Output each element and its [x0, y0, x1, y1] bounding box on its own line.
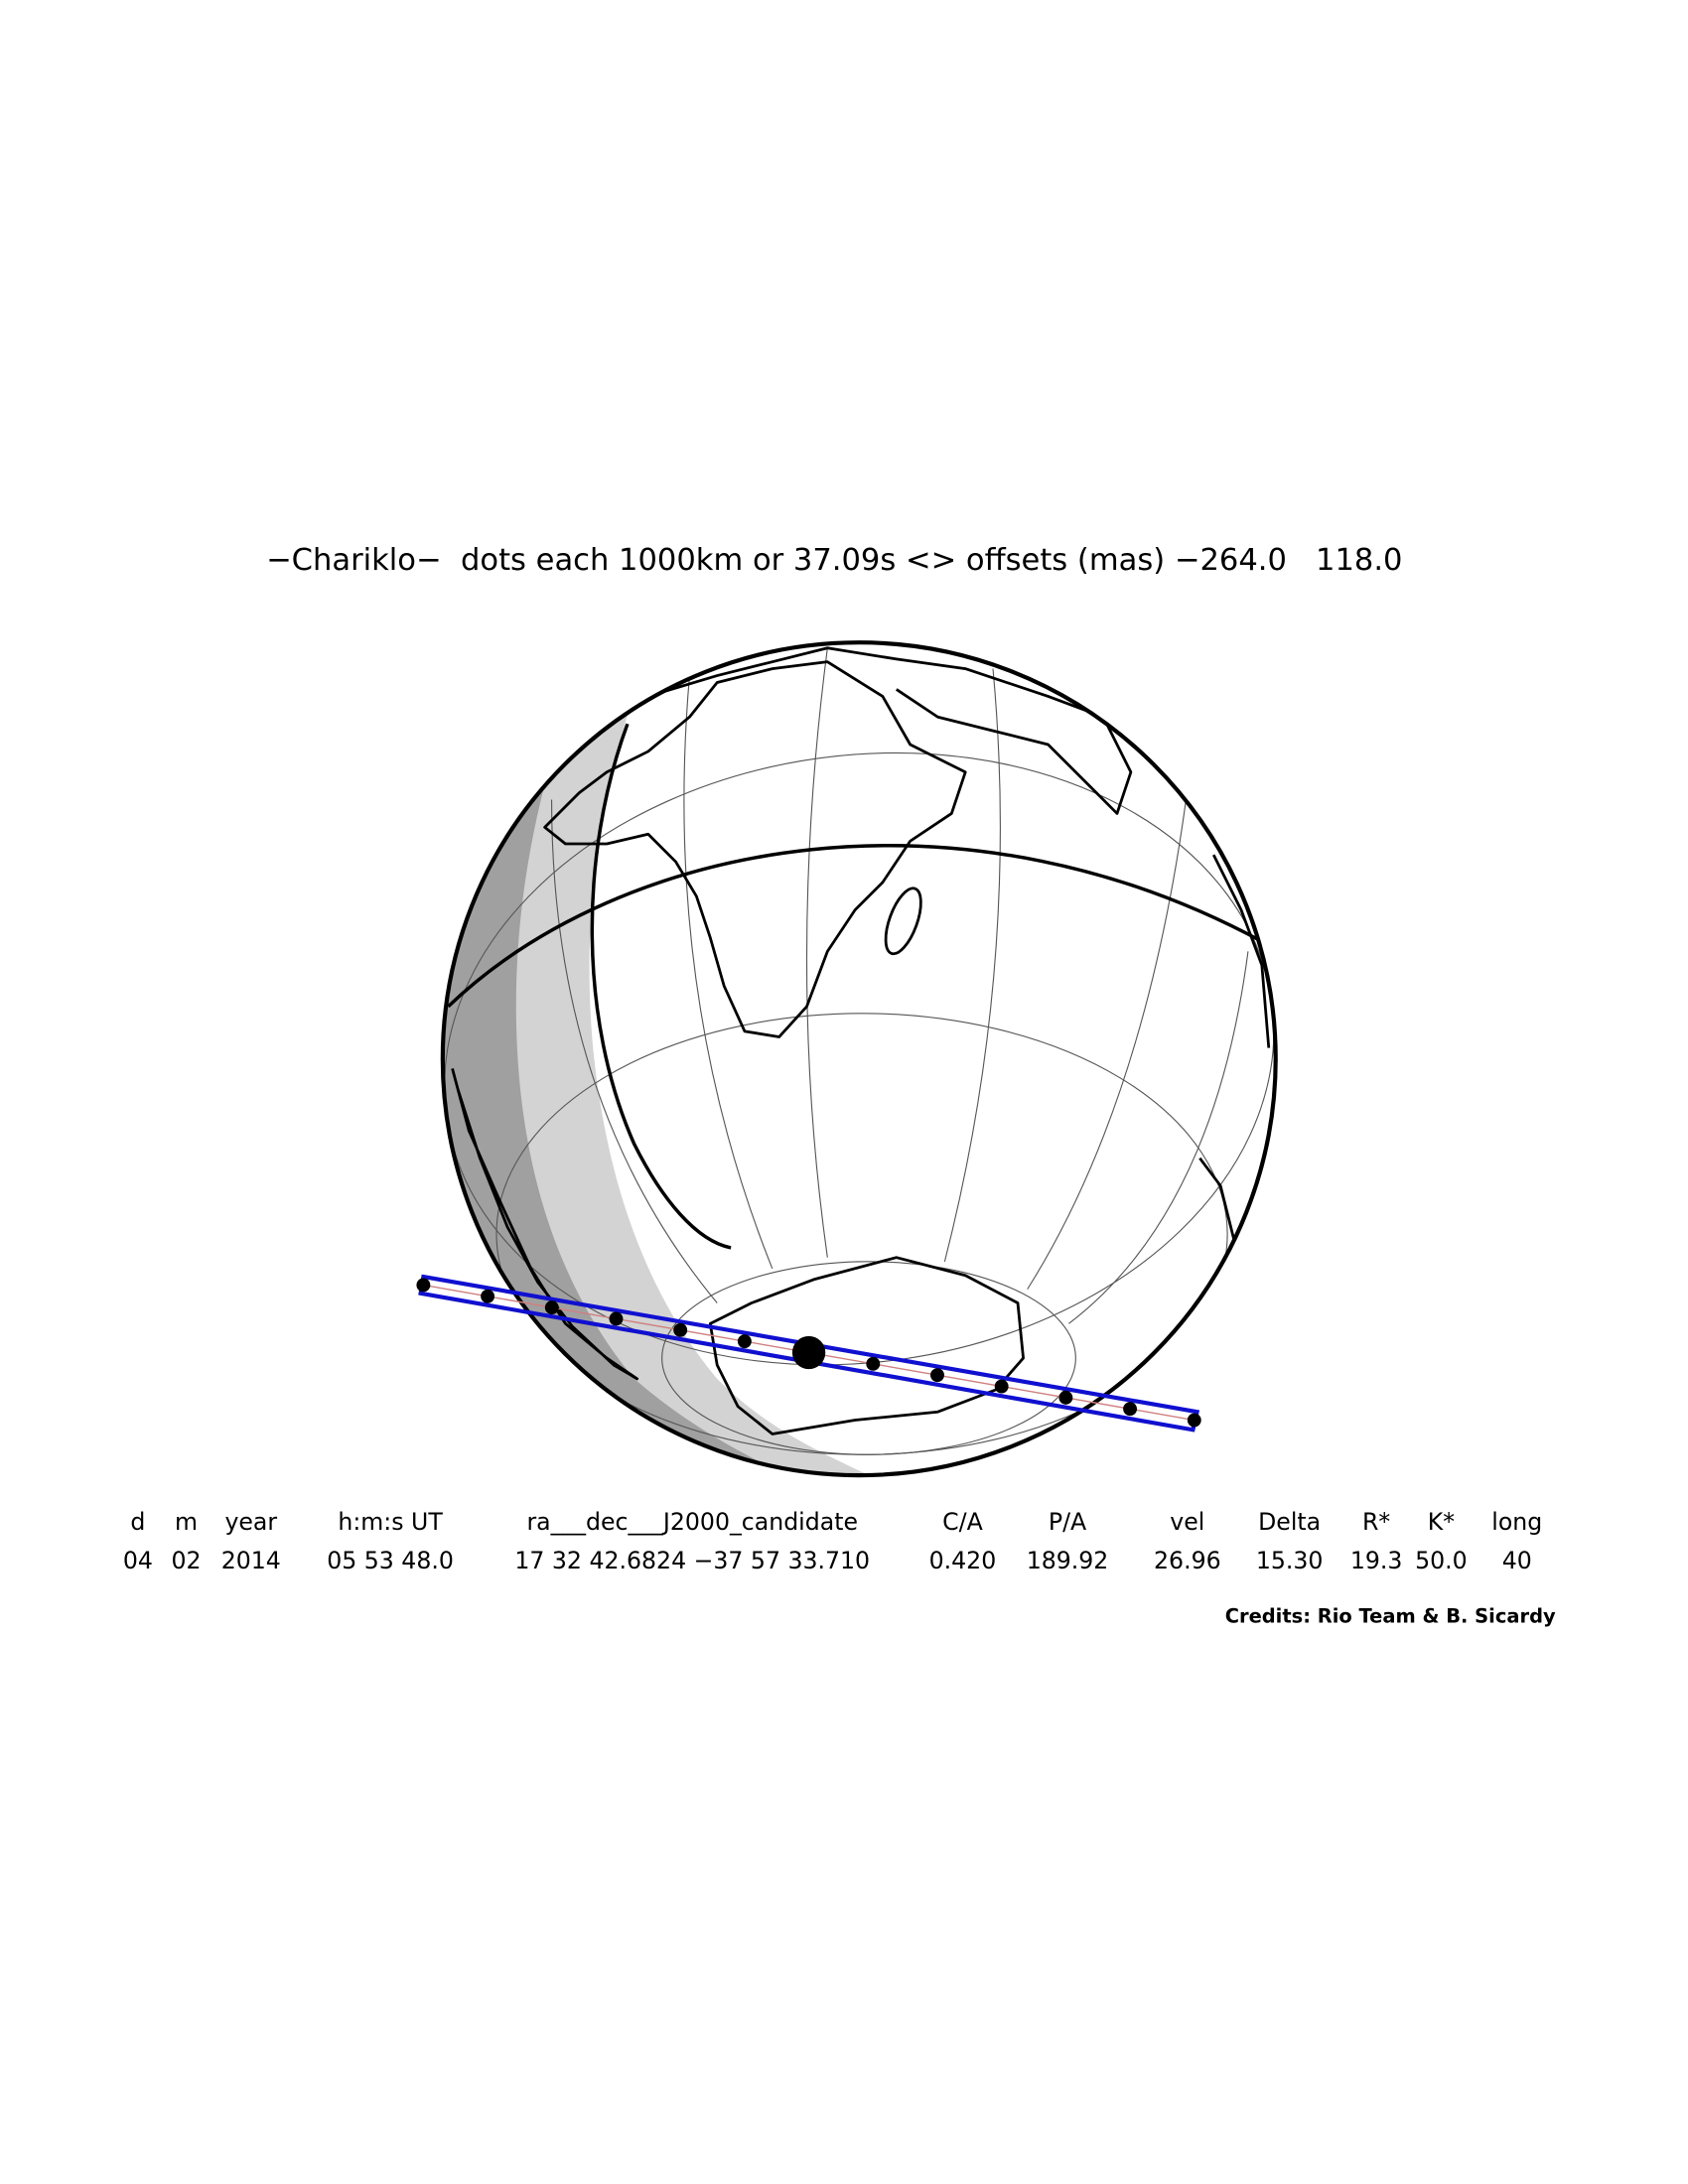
track-dot	[544, 1300, 559, 1315]
table-cell: 50.0	[1415, 1547, 1468, 1574]
column-header: P/A	[1049, 1508, 1086, 1536]
closest-approach-dot	[791, 1335, 826, 1370]
track-dot	[866, 1356, 881, 1371]
night-zone	[442, 642, 800, 1476]
table-cell: 40	[1502, 1547, 1532, 1574]
column-header: year	[224, 1508, 277, 1536]
column-header: m	[175, 1508, 198, 1536]
table-cell: 2014	[221, 1547, 281, 1574]
table-cell: 19.3	[1350, 1547, 1403, 1574]
table-cell: 04	[123, 1547, 153, 1574]
column-header: R*	[1362, 1508, 1390, 1536]
table-cell: 02	[171, 1547, 201, 1574]
column-header: long	[1491, 1508, 1542, 1536]
table-cell: 05 53 48.0	[327, 1547, 454, 1574]
track-dot	[1123, 1402, 1138, 1417]
column-header: d	[130, 1508, 145, 1536]
table-cell: 17 32 42.6824 −37 57 33.710	[514, 1547, 870, 1574]
event-table: d m year h:m:s UT ra___dec___J2000_candidate…	[123, 1508, 1542, 1574]
track-dot	[737, 1334, 752, 1349]
credits: Credits: Rio Team & B. Sicardy	[1225, 1605, 1556, 1628]
track-dot	[609, 1311, 624, 1326]
table-cell: 26.96	[1154, 1547, 1221, 1574]
column-header: h:m:s UT	[338, 1508, 443, 1536]
table-cell: 15.30	[1256, 1547, 1324, 1574]
column-header: C/A	[942, 1508, 983, 1536]
table-cell: 189.92	[1027, 1547, 1109, 1574]
table-cell: 0.420	[929, 1547, 997, 1574]
track-dot	[930, 1368, 944, 1383]
column-header: K*	[1428, 1508, 1455, 1536]
track-dot	[994, 1379, 1009, 1394]
column-header: ra___dec___J2000_candidate	[526, 1508, 858, 1536]
track-dot	[1187, 1413, 1201, 1428]
map-title: −Chariklo− dots each 1000km or 37.09s <>…	[266, 543, 1402, 578]
occultation-track	[416, 1274, 1201, 1433]
track-dot	[416, 1278, 431, 1293]
track-dot	[481, 1289, 495, 1303]
track-dot	[1058, 1390, 1073, 1405]
column-header: vel	[1170, 1508, 1204, 1536]
track-dot	[673, 1322, 688, 1337]
column-header: Delta	[1258, 1508, 1321, 1536]
